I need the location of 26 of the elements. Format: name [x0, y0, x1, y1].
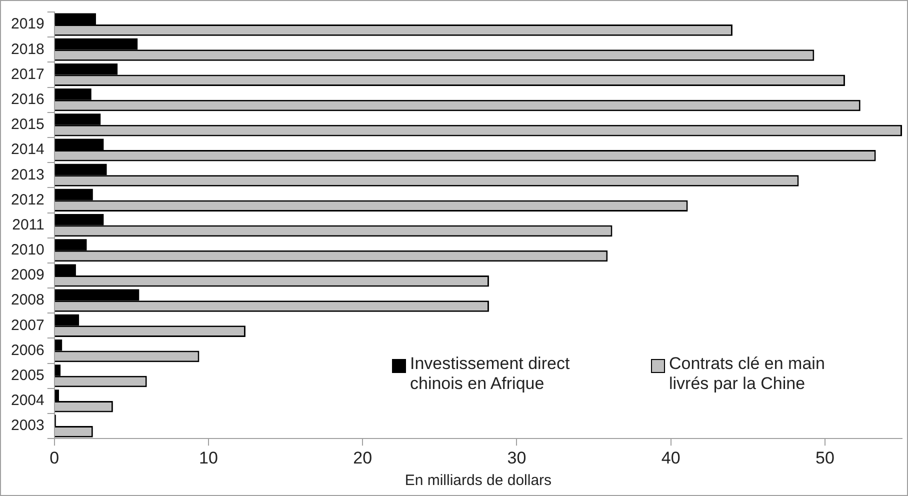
y-tick-label: 2017	[10, 66, 44, 83]
x-tick-label: 50	[815, 448, 834, 468]
y-tick-label: 2019	[10, 16, 44, 33]
y-tick-label: 2009	[10, 266, 44, 284]
y-tick-label: 2018	[10, 40, 44, 58]
legend-label: Contrats clé en main livrés par la Chine	[669, 354, 826, 394]
y-tick-label: 2007	[10, 316, 44, 334]
y-tick-label: 2006	[10, 342, 44, 359]
y-tick-label: 2011	[12, 216, 44, 234]
y-tick-label: 2004	[10, 392, 44, 410]
x-tick-label: 40	[661, 448, 680, 468]
legend-label: Investissement direct chinois en Afrique	[410, 354, 571, 394]
y-tick-label: 2013	[10, 166, 44, 184]
y-tick-label: 2008	[10, 292, 44, 309]
y-tick-label: 2016	[10, 90, 44, 108]
y-tick-label: 2014	[10, 141, 44, 158]
x-tick-label: 10	[199, 448, 218, 468]
y-tick-label: 2015	[10, 116, 44, 134]
y-tick-label: 2005	[10, 367, 44, 384]
y-tick-label: 2012	[10, 191, 44, 208]
x-tick-label: 20	[353, 448, 372, 468]
x-axis-title: En milliards de dollars	[404, 472, 552, 490]
y-tick-label: 2010	[10, 242, 44, 259]
x-tick-label: 0	[50, 448, 60, 468]
x-tick-label: 30	[507, 448, 526, 468]
y-tick-label: 2003	[10, 417, 44, 434]
